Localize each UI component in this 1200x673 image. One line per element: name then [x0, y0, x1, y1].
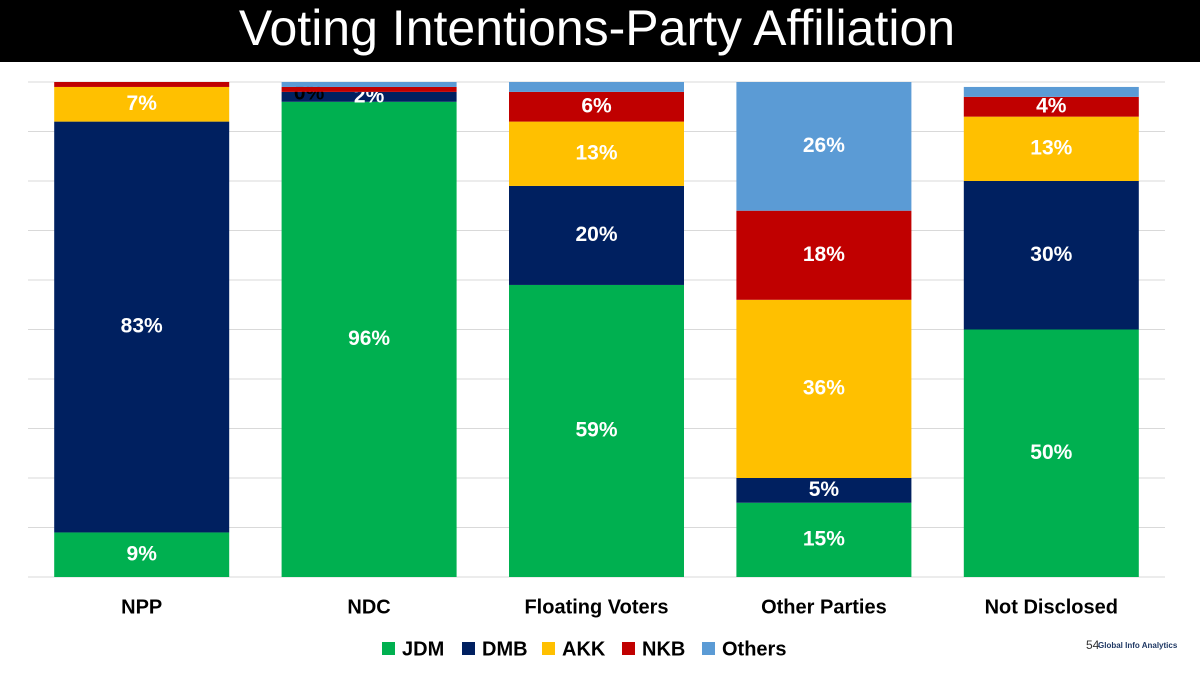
- data-label: 5%: [809, 478, 840, 501]
- bar-segment: [963, 181, 1139, 330]
- legend-label: DMB: [482, 638, 528, 660]
- data-label: 13%: [1030, 136, 1072, 159]
- bar-segment: [736, 478, 912, 503]
- x-tick-label: NPP: [121, 596, 162, 618]
- bar-segment: [736, 82, 912, 211]
- data-label: 6%: [581, 94, 612, 117]
- x-tick-label: NDC: [347, 596, 390, 618]
- legend-label: AKK: [562, 638, 606, 660]
- title-bar: [0, 0, 1200, 62]
- legend-swatch: [382, 642, 395, 655]
- bar-segment: [54, 532, 230, 577]
- legend-label: NKB: [642, 638, 685, 660]
- data-label: 96%: [348, 327, 390, 350]
- x-tick-label: Floating Voters: [524, 596, 668, 618]
- data-label: 7%: [127, 92, 158, 115]
- legend-swatch: [622, 642, 635, 655]
- x-tick-label: Not Disclosed: [985, 596, 1118, 618]
- bar-segment: [509, 91, 684, 122]
- legend-label: Others: [722, 638, 786, 660]
- data-label: 83%: [121, 315, 163, 338]
- legend-swatch: [702, 642, 715, 655]
- x-tick-label: Other Parties: [761, 596, 887, 618]
- legend-swatch: [542, 642, 555, 655]
- page-number: 54: [1086, 638, 1100, 652]
- bar-segment: [509, 121, 684, 186]
- bar-segment: [736, 502, 912, 577]
- data-label: 59%: [575, 419, 617, 442]
- data-label: 50%: [1030, 441, 1072, 464]
- bar-segment: [736, 299, 912, 478]
- chart-title: Voting Intentions-Party Affiliation: [239, 0, 955, 56]
- data-label: 20%: [575, 223, 617, 246]
- data-label: 1%: [7, 82, 38, 105]
- data-label: 1%: [234, 82, 265, 105]
- data-label: 13%: [575, 141, 617, 164]
- legend-swatch: [462, 642, 475, 655]
- bar-segment: [509, 284, 684, 577]
- bar-segment: [963, 86, 1139, 97]
- data-label: 30%: [1030, 243, 1072, 266]
- bar-segment: [281, 86, 457, 92]
- bar-segment: [54, 121, 230, 533]
- data-label: 9%: [127, 542, 158, 565]
- legend-label: JDM: [402, 638, 444, 660]
- data-label: 4%: [1036, 94, 1067, 117]
- bar-segment: [281, 82, 457, 87]
- bar-segment: [281, 91, 457, 102]
- bar-segment: [54, 82, 230, 87]
- data-label: 26%: [803, 134, 845, 157]
- bar-segment: [509, 82, 684, 92]
- bar-segment: [963, 116, 1139, 181]
- data-label: 36%: [803, 376, 845, 399]
- bar-segment: [509, 185, 684, 285]
- data-label: 15%: [803, 527, 845, 550]
- bar-segment: [963, 96, 1139, 117]
- bar-segment: [736, 210, 912, 300]
- bar-segment: [54, 86, 230, 122]
- data-label: 18%: [803, 243, 845, 266]
- bar-segment: [281, 101, 457, 578]
- bar-segment: [963, 329, 1139, 577]
- brand: Global Info Analytics: [1098, 641, 1178, 650]
